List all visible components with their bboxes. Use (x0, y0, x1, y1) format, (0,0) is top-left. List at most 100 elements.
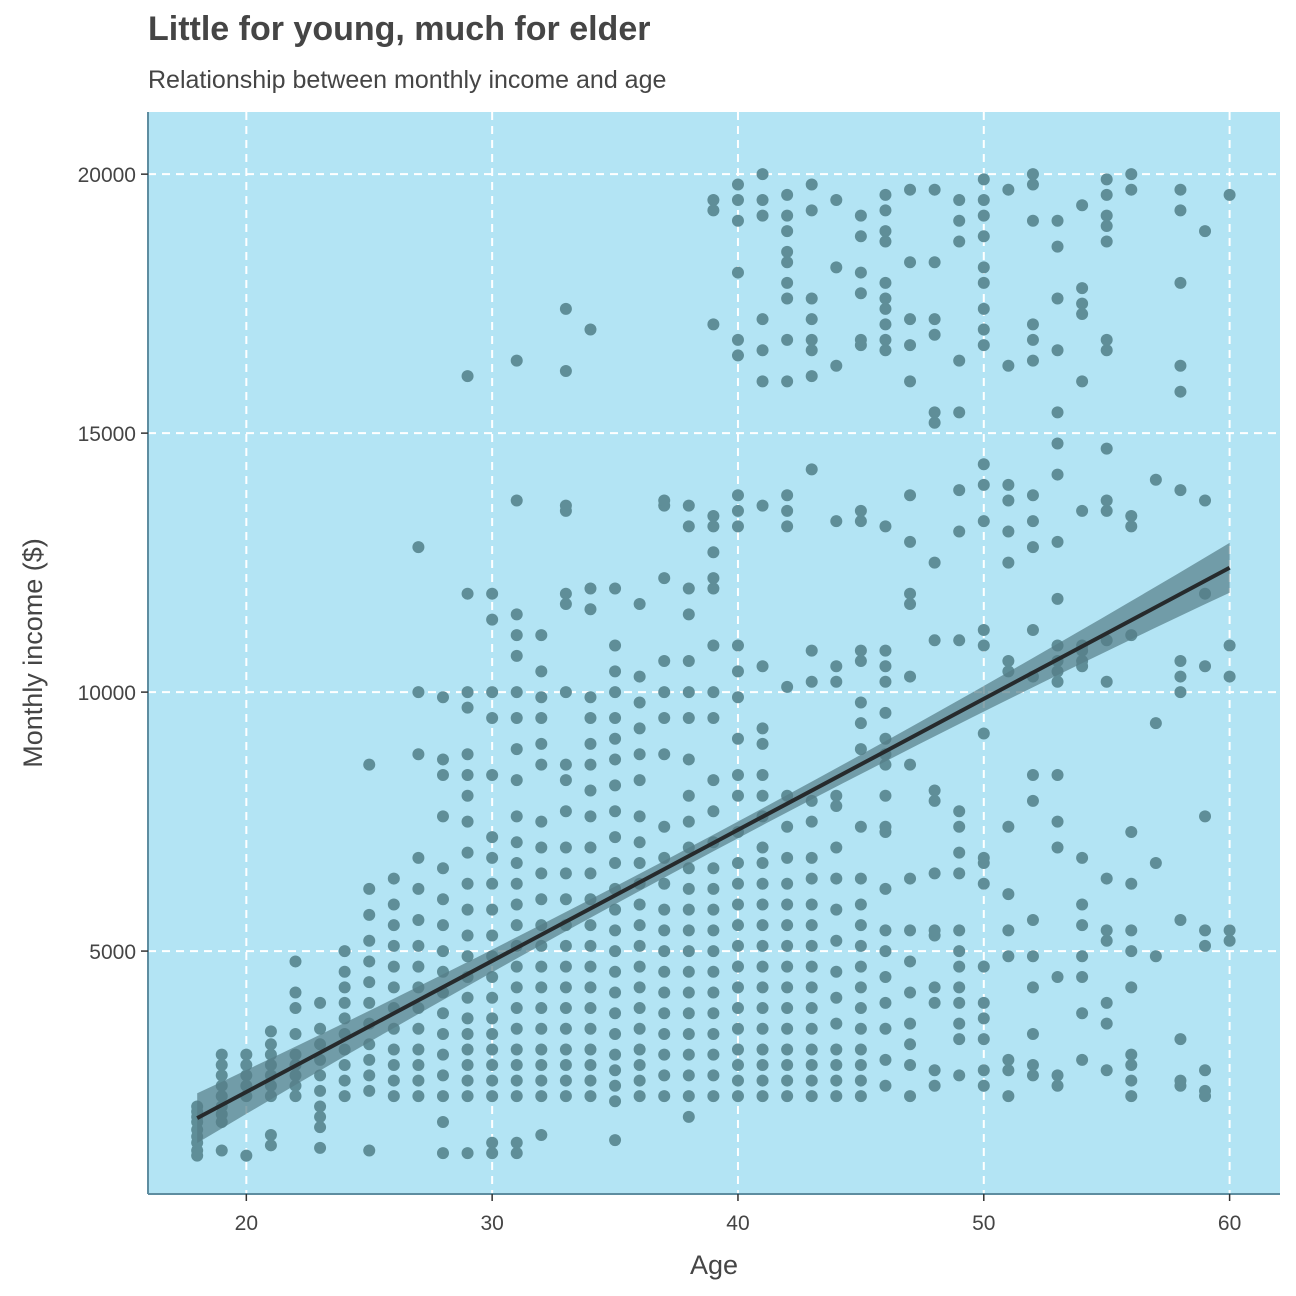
data-point (486, 1059, 499, 1072)
data-point (289, 955, 302, 968)
data-point (609, 1064, 622, 1077)
data-point (781, 489, 794, 502)
data-point (1026, 914, 1039, 927)
data-point (535, 1022, 548, 1035)
data-point (1125, 1090, 1138, 1103)
data-point (854, 1043, 867, 1056)
data-point (535, 1090, 548, 1103)
data-point (781, 520, 794, 533)
data-point (805, 919, 818, 932)
data-point (1002, 888, 1015, 901)
data-point (756, 1090, 769, 1103)
data-point (436, 1048, 449, 1061)
data-point (461, 950, 474, 963)
data-point (363, 976, 376, 989)
data-point (805, 1043, 818, 1056)
data-point (977, 458, 990, 471)
data-point (584, 919, 597, 932)
data-point (486, 712, 499, 725)
data-point (461, 1012, 474, 1025)
data-point (830, 872, 843, 885)
data-point (486, 1147, 499, 1160)
data-point (1199, 494, 1212, 507)
data-point (731, 691, 744, 704)
data-point (854, 898, 867, 911)
data-point (805, 644, 818, 657)
data-point (1125, 981, 1138, 994)
data-point (1100, 934, 1113, 947)
data-point (781, 851, 794, 864)
data-point (633, 960, 646, 973)
data-point (928, 1064, 941, 1077)
data-point (387, 1090, 400, 1103)
data-point (461, 789, 474, 802)
data-point (264, 1025, 277, 1038)
data-point (830, 800, 843, 813)
data-point (461, 768, 474, 781)
data-point (510, 1074, 523, 1087)
data-point (756, 209, 769, 222)
data-point (854, 644, 867, 657)
data-point (1051, 841, 1064, 854)
data-point (338, 996, 351, 1009)
data-point (633, 1043, 646, 1056)
data-point (412, 851, 425, 864)
data-point (559, 1059, 572, 1072)
data-point (1125, 1074, 1138, 1087)
data-point (707, 318, 720, 331)
data-point (854, 1022, 867, 1035)
data-point (609, 582, 622, 595)
data-point (854, 820, 867, 833)
data-point (486, 929, 499, 942)
data-point (781, 1059, 794, 1072)
data-point (904, 1090, 917, 1103)
data-point (1026, 1069, 1039, 1082)
data-point (436, 691, 449, 704)
data-point (854, 287, 867, 300)
data-point (731, 789, 744, 802)
data-point (904, 313, 917, 326)
data-point (928, 416, 941, 429)
data-point (510, 981, 523, 994)
data-point (1223, 639, 1236, 652)
data-point (904, 339, 917, 352)
data-point (977, 339, 990, 352)
data-point (879, 520, 892, 533)
data-point (1199, 1064, 1212, 1077)
data-point (731, 768, 744, 781)
data-point (830, 359, 843, 372)
data-point (1051, 768, 1064, 781)
data-point (1125, 924, 1138, 937)
data-point (731, 333, 744, 346)
data-point (1174, 1074, 1187, 1087)
data-point (363, 1053, 376, 1066)
data-point (731, 1090, 744, 1103)
data-point (805, 1074, 818, 1087)
data-point (756, 789, 769, 802)
data-point (1100, 494, 1113, 507)
data-point (1026, 214, 1039, 227)
data-point (682, 582, 695, 595)
data-point (486, 877, 499, 890)
data-point (682, 815, 695, 828)
data-point (289, 1090, 302, 1103)
data-point (904, 183, 917, 196)
data-point (658, 877, 671, 890)
data-point (387, 939, 400, 952)
data-point (387, 1059, 400, 1072)
data-point (928, 1079, 941, 1092)
x-axis-label: Age (690, 1250, 738, 1280)
data-point (1125, 510, 1138, 523)
data-point (1149, 717, 1162, 730)
data-point (559, 686, 572, 699)
data-point (535, 1002, 548, 1015)
data-point (412, 1090, 425, 1103)
data-point (1026, 981, 1039, 994)
data-point (879, 660, 892, 673)
data-point (1100, 219, 1113, 232)
data-point (658, 1090, 671, 1103)
data-point (412, 914, 425, 927)
data-point (756, 1074, 769, 1087)
data-point (633, 1059, 646, 1072)
data-point (781, 960, 794, 973)
